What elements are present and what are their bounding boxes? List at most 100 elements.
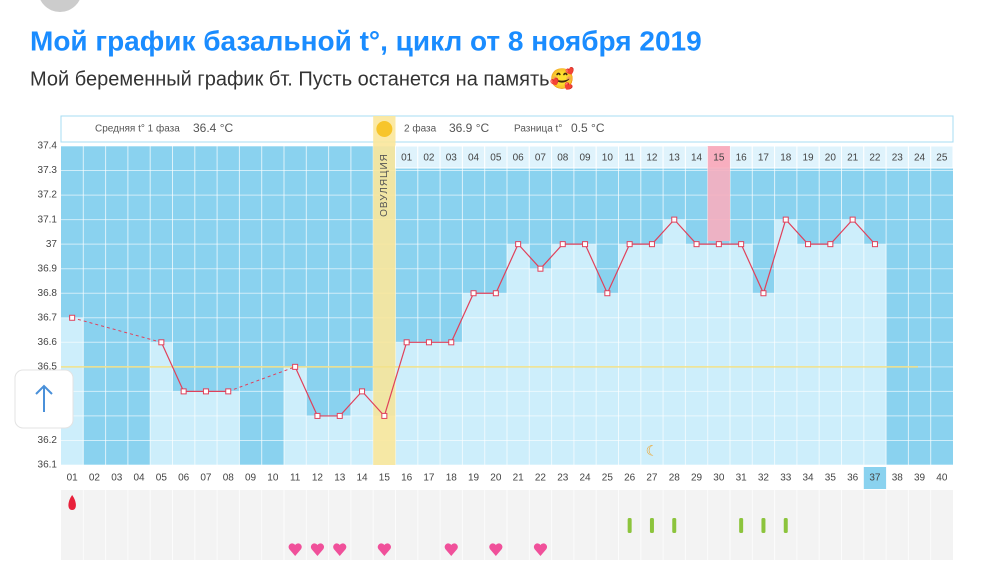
y-tick-label: 36.8	[38, 288, 58, 299]
heart	[377, 543, 391, 556]
diff-label: Разница t°	[514, 124, 562, 135]
temperature-point	[849, 216, 856, 223]
x-tick-label: 25	[602, 473, 614, 484]
x-tick-label: 33	[780, 473, 792, 484]
post-ovulation-day: 19	[802, 153, 814, 164]
x-tick-label: 07	[200, 473, 212, 484]
x-tick-label: 39	[914, 473, 926, 484]
test-mark	[672, 518, 677, 533]
x-tick-label: 13	[334, 473, 346, 484]
x-tick-label: 34	[802, 473, 814, 484]
x-tick-label: 36	[847, 473, 859, 484]
bar	[194, 391, 218, 465]
x-tick-label: 38	[892, 473, 904, 484]
temperature-point	[671, 216, 678, 223]
post-ovulation-day: 04	[468, 153, 480, 164]
y-tick-label: 36.2	[38, 435, 58, 446]
test-mark	[739, 518, 744, 533]
phase1-value: 36.4 °C	[193, 121, 233, 135]
temperature-point	[314, 412, 321, 419]
temperature-point	[582, 241, 589, 248]
avatar	[40, 0, 80, 12]
post-ovulation-day: 09	[579, 153, 591, 164]
header-band	[60, 115, 954, 143]
temperature-point	[782, 216, 789, 223]
temperature-point	[648, 241, 655, 248]
x-tick-label: 40	[936, 473, 948, 484]
bar	[618, 244, 641, 465]
x-tick-label: 03	[111, 473, 123, 484]
post-ovulation-day: 05	[490, 153, 502, 164]
x-tick-label: 01	[67, 473, 79, 484]
temperature-point	[180, 388, 187, 395]
y-tick-label: 37.3	[38, 165, 58, 176]
temperature-point	[225, 388, 232, 395]
bar	[172, 391, 195, 465]
bar	[596, 293, 619, 465]
temperature-point	[359, 388, 366, 395]
temperature-point	[158, 339, 165, 346]
x-tick-label: 30	[713, 473, 725, 484]
phase2-value: 36.9 °C	[449, 121, 489, 135]
sun-icon	[376, 121, 393, 137]
temperature-point	[202, 388, 209, 395]
post-ovulation-day: 16	[736, 153, 748, 164]
post-ovulation-day: 22	[869, 153, 881, 164]
post-ovulation-day: 23	[892, 153, 904, 164]
x-tick-label: 29	[691, 473, 703, 484]
temperature-point	[604, 290, 611, 297]
x-tick-label: 05	[156, 473, 168, 484]
bar	[440, 342, 463, 465]
y-tick-label: 36.1	[38, 460, 58, 471]
y-tick-label: 36.6	[38, 337, 58, 348]
bar	[150, 342, 173, 465]
temperature-point	[537, 265, 544, 272]
y-tick-label: 36.7	[38, 312, 58, 323]
post-ovulation-day: 21	[847, 153, 859, 164]
bar	[685, 244, 708, 465]
bar	[217, 391, 240, 465]
bar	[350, 391, 374, 465]
x-tick-label: 11	[290, 473, 301, 484]
heart	[444, 543, 458, 556]
x-tick-label: 19	[468, 473, 480, 484]
temperature-point	[425, 339, 432, 346]
bar	[462, 293, 485, 465]
temperature-point	[626, 241, 633, 248]
x-tick-label: 26	[624, 473, 636, 484]
temperature-point	[336, 412, 343, 419]
phase2-label: 2 фаза	[404, 123, 437, 135]
temperature-point	[760, 290, 767, 297]
y-tick-label: 37.2	[38, 190, 58, 201]
heart	[333, 543, 347, 556]
post-ovulation-day: 25	[936, 153, 948, 164]
temperature-point	[492, 290, 499, 297]
test-mark	[783, 518, 788, 533]
arrow-icon	[35, 384, 53, 412]
x-tick-label: 08	[223, 473, 235, 484]
post-ovulation-day: 10	[602, 153, 614, 164]
bar	[573, 244, 597, 465]
x-tick-label: 02	[89, 473, 101, 484]
post-ovulation-day: 06	[513, 153, 525, 164]
x-tick-label: 32	[758, 473, 770, 484]
bar	[863, 244, 887, 465]
x-tick-label: 20	[490, 473, 502, 484]
temperature-point	[693, 241, 700, 248]
temperature-line	[160, 342, 229, 392]
x-tick-label: 10	[267, 473, 279, 484]
x-tick-label: 17	[423, 473, 435, 484]
heart	[310, 543, 325, 556]
x-tick-label: 23	[557, 473, 569, 484]
heart	[489, 543, 503, 556]
temperature-point	[515, 241, 522, 248]
temperature-point	[559, 241, 566, 248]
subtitle: Мой беременный график бт. Пусть останетс…	[30, 66, 575, 90]
y-tick-label: 36.9	[38, 263, 58, 274]
test-mark	[649, 518, 654, 533]
x-tick-label: 16	[401, 473, 413, 484]
bar	[707, 244, 730, 465]
post-ovulation-day: 02	[423, 153, 435, 164]
y-tick-label: 37.1	[38, 214, 58, 225]
